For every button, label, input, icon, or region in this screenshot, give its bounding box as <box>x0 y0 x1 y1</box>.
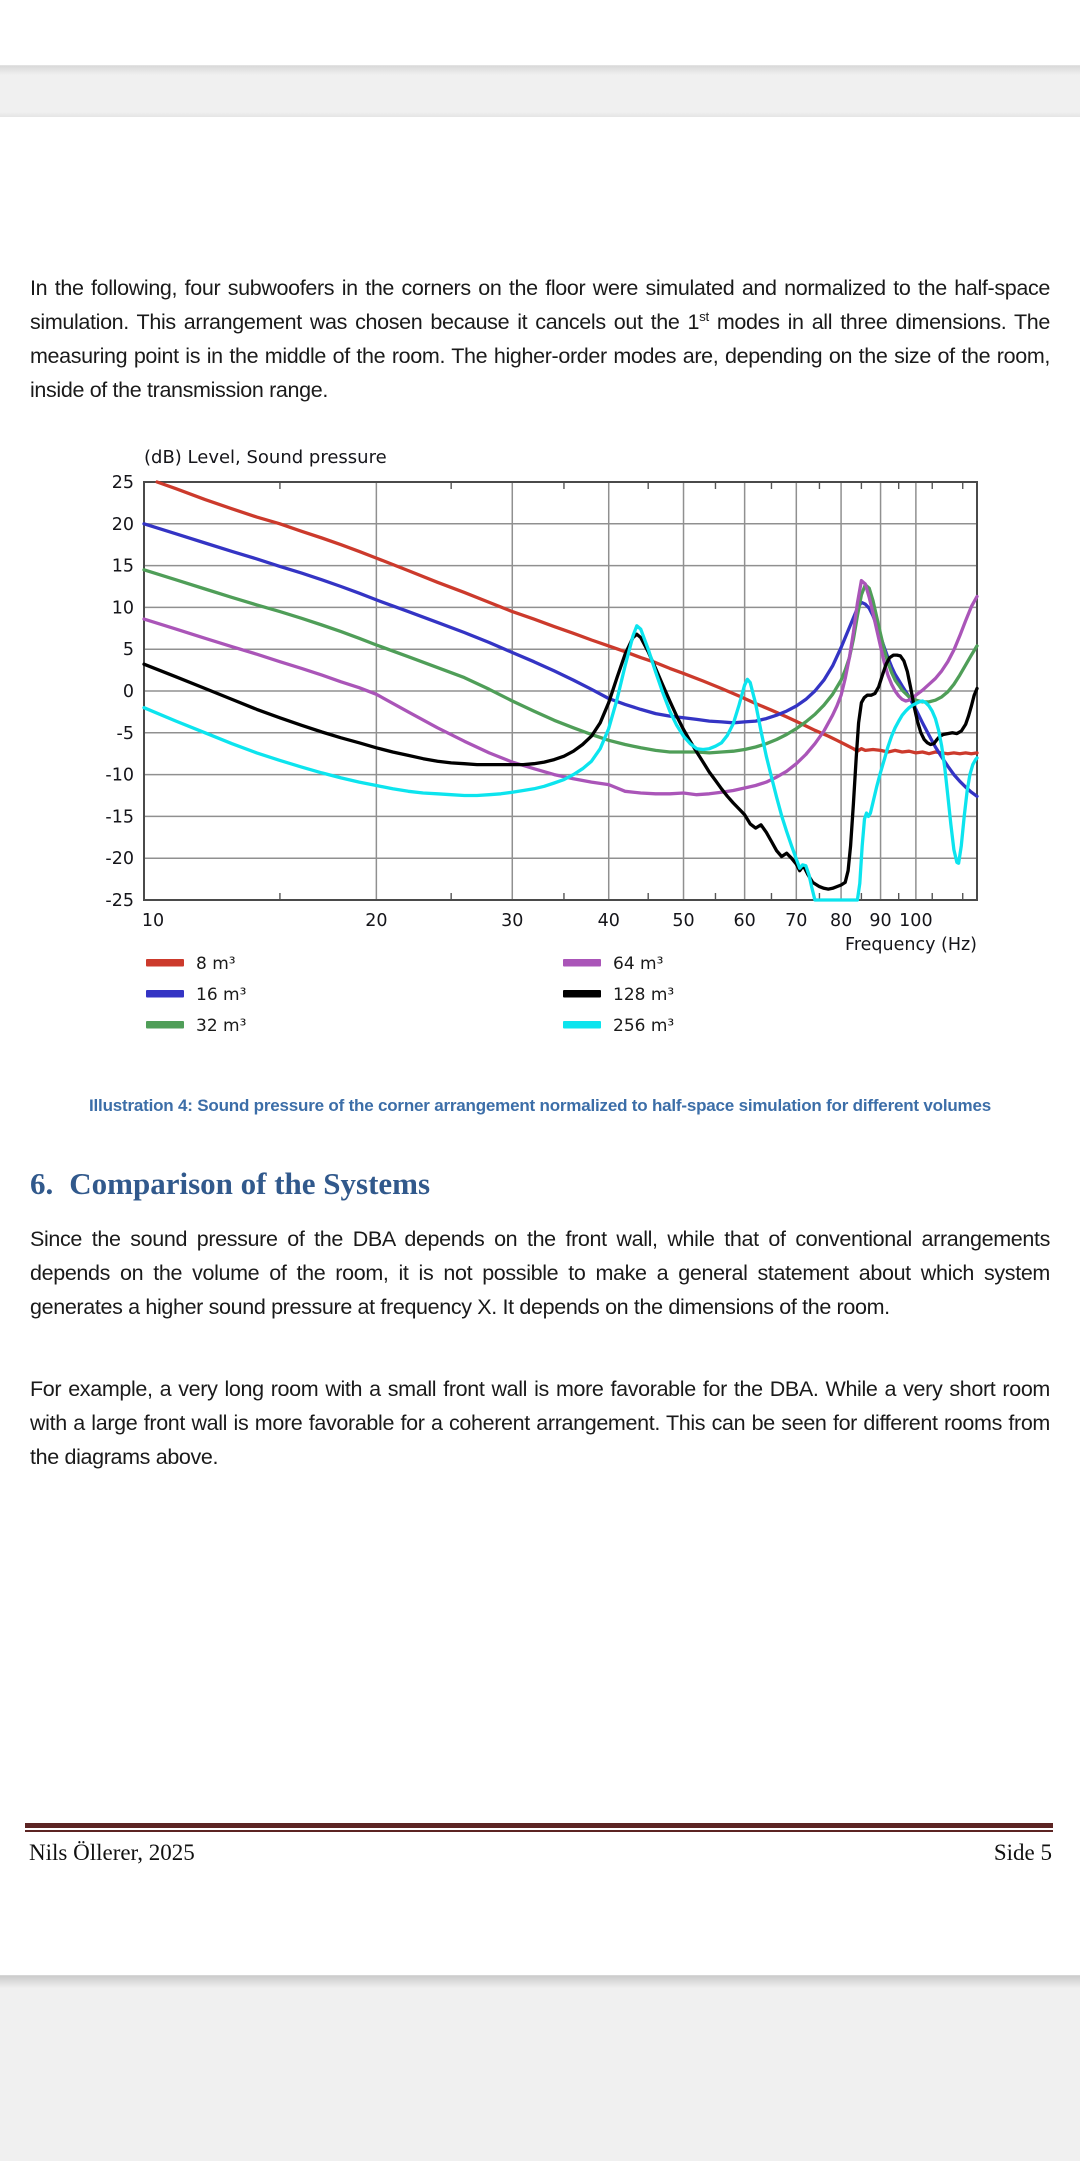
legend-label: 128 m³ <box>613 985 674 1005</box>
x-axis-label: 100 <box>899 911 932 931</box>
paragraph-comparison: Since the sound pressure of the DBA depe… <box>30 1227 1050 1319</box>
x-axis-label: 80 <box>830 911 852 931</box>
document-page: In the following, four subwoofers in the… <box>0 117 1080 1975</box>
legend-swatch <box>146 959 184 967</box>
x-axis-label: 30 <box>501 911 523 931</box>
footer-page-number: Side 5 <box>993 1840 1052 1865</box>
y-axis-label: -15 <box>105 807 134 827</box>
legend-swatch <box>146 990 184 998</box>
legend-swatch <box>563 959 601 967</box>
y-axis-label: -10 <box>105 766 134 786</box>
page-footer: Nils Öllerer, 2025 Side 5 <box>29 1840 1052 1866</box>
legend-label: 64 m³ <box>613 954 663 974</box>
chart-figure: (dB) Level, Sound pressure 25 20 15 10 5 0 -5 -1… <box>78 438 988 1048</box>
x-axis-label: 70 <box>785 911 807 931</box>
y-axis-label: 20 <box>112 515 134 535</box>
sound-pressure-chart: (dB) Level, Sound pressure2520151050-5-1… <box>105 447 979 1036</box>
paragraph-example: For example, a very long room with a sma… <box>30 1377 1050 1469</box>
chart-series-32m³ <box>142 568 979 755</box>
legend-label: 16 m³ <box>196 985 246 1005</box>
desk-background <box>0 1975 1080 2161</box>
x-axis-label: 60 <box>733 911 755 931</box>
x-axis-label: 90 <box>869 911 891 931</box>
legend-label: 32 m³ <box>196 1016 246 1036</box>
paragraph-intro-text-2: modes in all three dimensions. The measu… <box>30 310 1050 402</box>
y-axis-label: -5 <box>117 724 134 744</box>
y-axis-label: 0 <box>123 682 134 702</box>
previous-page-bottom <box>0 0 1080 65</box>
chart-title: (dB) Level, Sound pressure <box>144 447 387 468</box>
legend-swatch <box>563 990 601 998</box>
chart-series-64m³ <box>142 578 979 797</box>
x-axis-label: 40 <box>598 911 620 931</box>
legend-label: 256 m³ <box>613 1016 674 1036</box>
illustration-caption: Illustration 4: Sound pressure of the co… <box>89 1096 991 1115</box>
chart-series-128m³ <box>142 632 979 891</box>
section-number: 6. <box>30 1166 54 1201</box>
legend-swatch <box>563 1021 601 1029</box>
y-axis-label: 15 <box>112 557 134 577</box>
y-axis-label: -25 <box>105 891 134 911</box>
footer-author: Nils Öllerer, 2025 <box>29 1840 195 1865</box>
legend-label: 8 m³ <box>196 954 236 974</box>
x-axis-label: 50 <box>672 911 694 931</box>
y-axis-label: -20 <box>105 849 134 869</box>
chart-series-8m³ <box>155 480 979 756</box>
x-axis-label: 10 <box>142 911 164 931</box>
section-title: Comparison of the Systems <box>69 1166 431 1201</box>
page-gap <box>0 65 1080 119</box>
y-axis-label: 5 <box>123 640 134 660</box>
legend-swatch <box>146 1021 184 1029</box>
section-heading: 6. Comparison of the Systems <box>30 1163 1050 1205</box>
y-axis-label: 25 <box>112 473 134 493</box>
x-axis-label: 20 <box>365 911 387 931</box>
footer-rule <box>25 1823 1053 1832</box>
y-axis-label: 10 <box>112 598 134 618</box>
paragraph-intro-text: In the following, four subwoofers in the… <box>30 276 1050 334</box>
paragraph-intro: In the following, four subwoofers in the… <box>30 271 1050 407</box>
superscript-st: st <box>699 308 709 324</box>
x-axis-title: Frequency (Hz) <box>845 935 977 955</box>
chart-series-256m³ <box>142 624 979 902</box>
